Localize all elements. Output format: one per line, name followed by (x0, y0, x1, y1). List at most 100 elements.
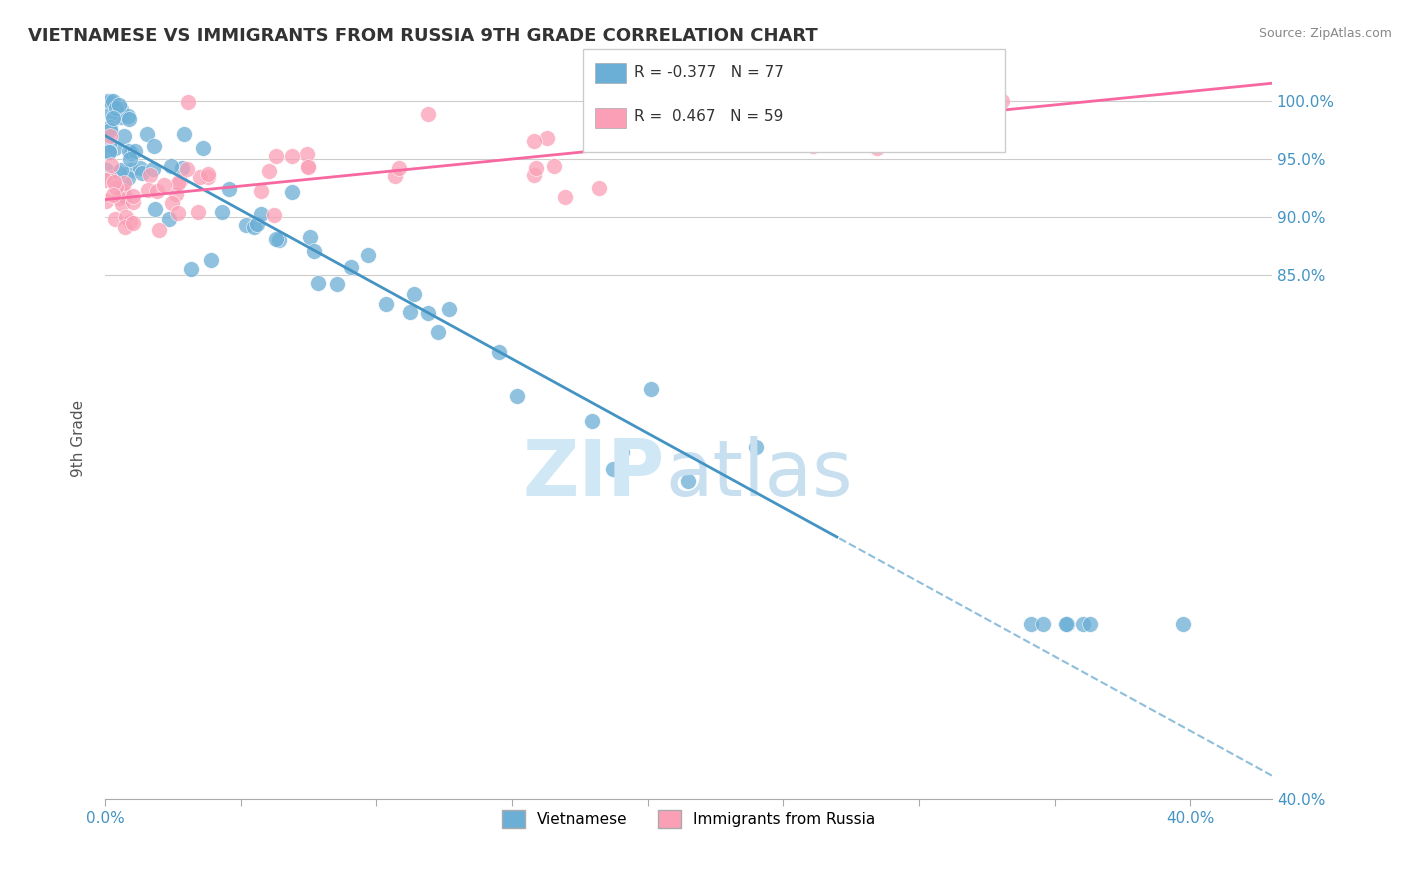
Point (110, 111, 132, 125)
Point (103, 94, 125, 108)
Point (94, 173, 117, 187)
Point (98, 128, 121, 143)
Point (180, 262, 202, 277)
Point (112, 129, 135, 144)
Point (191, 141, 214, 155)
Point (98, 145, 121, 159)
Text: atlas: atlas (665, 436, 852, 512)
Point (211, 205, 233, 219)
Point (197, 170, 219, 185)
Point (98, 123, 121, 137)
Point (612, 444, 634, 458)
Point (172, 161, 194, 175)
Point (129, 161, 152, 175)
Point (1056, 617, 1078, 632)
Point (110, 163, 132, 178)
Point (326, 277, 349, 292)
Point (176, 95, 198, 109)
Point (676, 474, 699, 488)
Point (115, 211, 138, 225)
Point (118, 153, 141, 167)
Point (789, 107, 811, 121)
Point (523, 134, 546, 148)
Point (280, 185, 302, 199)
Point (416, 306, 439, 320)
Point (108, 191, 131, 205)
Point (114, 219, 136, 234)
Text: ZIP: ZIP (523, 436, 665, 512)
Point (640, 382, 662, 396)
Point (281, 149, 304, 163)
Point (536, 131, 558, 145)
Point (112, 185, 135, 199)
Point (100, 158, 122, 172)
Point (197, 167, 219, 181)
Point (173, 127, 195, 141)
Point (111, 197, 134, 211)
Point (801, 138, 824, 153)
Point (399, 304, 422, 318)
Point (307, 276, 329, 290)
Point (121, 195, 143, 210)
Text: R = -0.377   N = 77: R = -0.377 N = 77 (634, 65, 785, 79)
Point (105, 101, 128, 115)
Point (94, 162, 117, 177)
Point (169, 174, 191, 188)
Point (246, 218, 269, 232)
Point (340, 260, 363, 274)
Point (1173, 617, 1195, 632)
Point (120, 145, 142, 160)
Point (866, 141, 889, 155)
Point (242, 219, 264, 234)
Point (506, 389, 529, 403)
Point (104, 141, 127, 155)
Point (588, 181, 610, 195)
Point (160, 196, 183, 211)
Point (101, 111, 124, 125)
Point (98, 170, 121, 185)
Text: Source: ZipAtlas.com: Source: ZipAtlas.com (1258, 27, 1392, 40)
Point (120, 163, 142, 178)
Text: R =  0.467   N = 59: R = 0.467 N = 59 (634, 110, 783, 124)
Point (167, 206, 190, 220)
Point (124, 145, 146, 159)
Point (427, 325, 450, 339)
Point (266, 232, 288, 246)
Point (1032, 617, 1054, 632)
Point (257, 164, 280, 178)
Point (165, 187, 187, 202)
Point (1071, 617, 1094, 632)
Point (131, 166, 153, 180)
Point (744, 440, 766, 454)
Point (266, 149, 288, 163)
Point (98, 94, 121, 108)
Point (112, 176, 135, 190)
Point (437, 301, 460, 316)
Point (488, 344, 510, 359)
Point (103, 175, 125, 189)
Point (110, 102, 132, 116)
Point (118, 112, 141, 127)
Point (121, 188, 143, 202)
Point (269, 233, 291, 247)
Point (159, 159, 181, 173)
Point (101, 187, 124, 202)
Point (249, 207, 271, 221)
Point (153, 178, 176, 193)
Point (524, 161, 547, 175)
Text: VIETNAMESE VS IMMIGRANTS FROM RUSSIA 9TH GRADE CORRELATION CHART: VIETNAMESE VS IMMIGRANTS FROM RUSSIA 9TH… (28, 27, 818, 45)
Legend: Vietnamese, Immigrants from Russia: Vietnamese, Immigrants from Russia (495, 804, 882, 835)
Point (695, 131, 717, 145)
Point (98, 120, 121, 135)
Point (543, 159, 565, 173)
Point (148, 222, 170, 236)
Point (388, 161, 411, 176)
Point (374, 297, 396, 311)
Point (136, 183, 159, 197)
Point (117, 109, 139, 123)
Point (96, 94, 118, 108)
Point (157, 212, 180, 227)
Point (108, 98, 131, 112)
Point (135, 128, 157, 142)
Point (142, 161, 165, 176)
